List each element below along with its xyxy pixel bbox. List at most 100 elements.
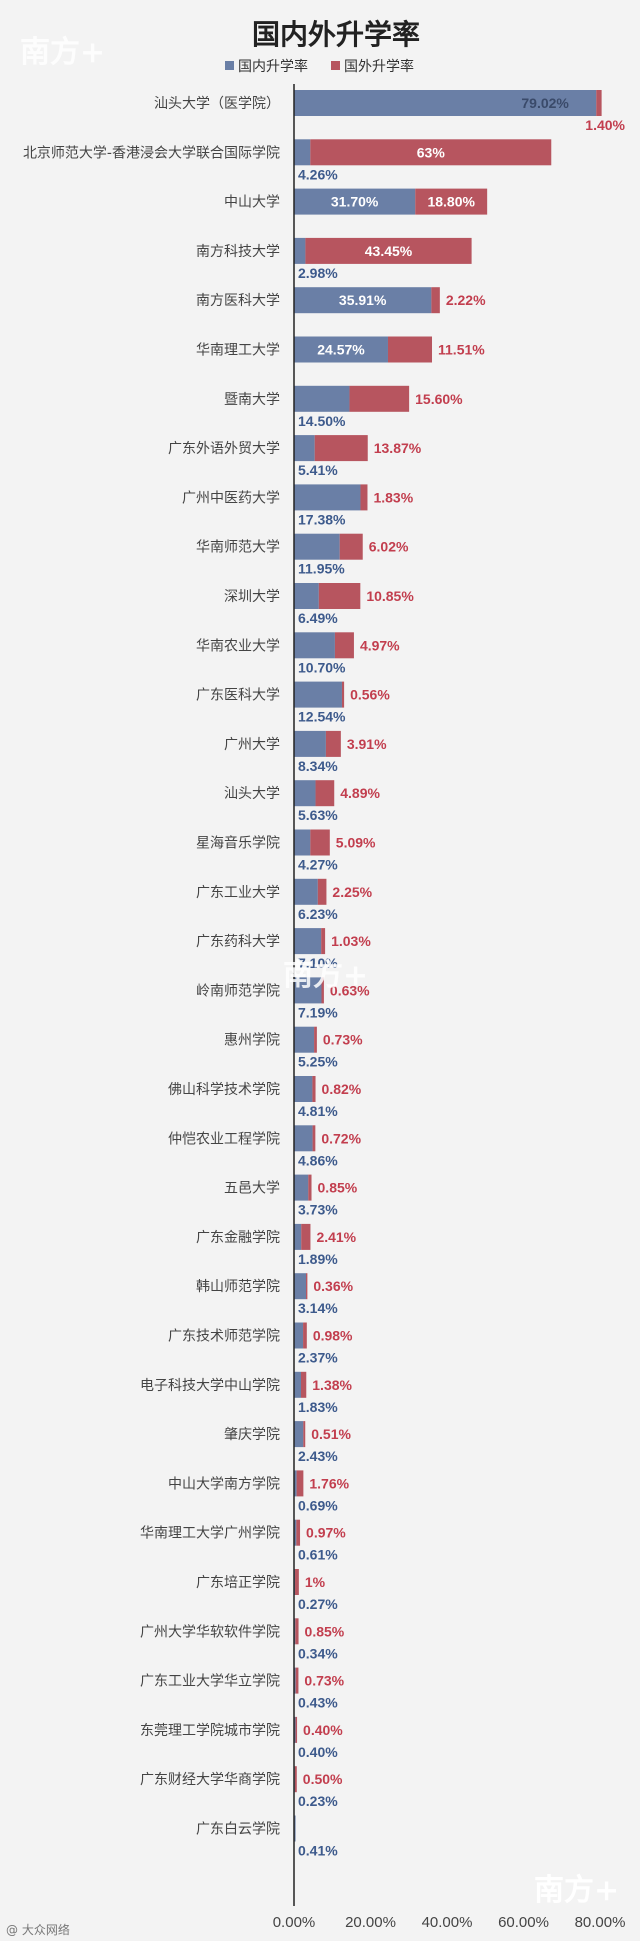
bar-domestic (294, 287, 432, 314)
label-domestic: 0.27% (298, 1596, 338, 1612)
bar-domestic (294, 484, 361, 511)
category-label: 东莞理工学院城市学院 (140, 1722, 280, 1739)
bar-foreign (349, 385, 410, 412)
label-domestic: 1.83% (298, 1399, 338, 1415)
label-foreign: 4.89% (340, 785, 380, 801)
label-foreign: 10.85% (366, 588, 414, 604)
label-domestic: 2.43% (298, 1448, 338, 1464)
label-domestic: 3.73% (298, 1202, 338, 1218)
bar-domestic (294, 237, 306, 264)
bar-foreign (295, 1667, 299, 1694)
category-label: 肇庆学院 (224, 1427, 280, 1443)
label-foreign: 18.80% (427, 194, 475, 210)
bar-domestic (294, 1815, 296, 1842)
label-foreign: 2.41% (316, 1229, 356, 1245)
legend-swatch-domestic (225, 61, 234, 70)
bar-domestic (294, 583, 319, 609)
category-label: 南方科技大学 (196, 244, 280, 260)
label-domestic: 6.49% (298, 610, 338, 626)
label-domestic: 8.34% (298, 758, 338, 774)
label-foreign: 0.98% (313, 1328, 353, 1344)
bar-foreign (308, 1174, 312, 1201)
label-domestic: 0.69% (298, 1497, 338, 1513)
category-label: 惠州学院 (224, 1033, 280, 1049)
category-label: 岭南师范学院 (196, 982, 280, 999)
bar-domestic (294, 1470, 297, 1497)
label-domestic: 79.02% (521, 95, 569, 111)
bar-domestic (294, 1667, 296, 1694)
bar-domestic (294, 1223, 302, 1250)
category-label: 中山大学 (224, 195, 280, 211)
label-domestic: 6.23% (298, 906, 338, 922)
bar-foreign (312, 1076, 316, 1102)
label-foreign: 0.73% (323, 1032, 363, 1048)
bar-foreign (334, 632, 354, 659)
category-label: 华南农业大学 (196, 638, 280, 654)
label-foreign: 6.02% (369, 539, 409, 555)
bar-domestic (294, 1026, 315, 1053)
bar-domestic (294, 1421, 304, 1448)
category-label: 星海音乐学院 (196, 835, 280, 852)
label-foreign: 0.40% (303, 1722, 343, 1738)
legend-label-foreign: 国外升学率 (344, 58, 414, 75)
bar-foreign (596, 90, 602, 116)
x-tick-label: 80.00% (575, 1914, 626, 1931)
label-foreign: 1.38% (312, 1377, 352, 1393)
x-axis-ticks: 0.00% 20.00% 40.00% 60.00% 80.00% (273, 1914, 626, 1931)
label-domestic: 0.41% (298, 1843, 338, 1859)
x-tick-label: 20.00% (345, 1914, 396, 1931)
bar-foreign (317, 878, 327, 905)
bar-foreign (295, 1716, 298, 1743)
watermark-logo-middle: 南方+ (283, 958, 368, 993)
label-domestic: 4.81% (298, 1103, 338, 1119)
category-label: 仲恺农业工程学院 (168, 1131, 280, 1147)
bar-foreign (360, 484, 368, 511)
bar-foreign (295, 1569, 299, 1595)
label-foreign: 0.51% (311, 1426, 351, 1442)
category-label: 华南师范大学 (196, 539, 280, 556)
category-label: 汕头大学 (224, 786, 280, 802)
label-foreign: 11.51% (438, 342, 485, 358)
bar-foreign (415, 188, 488, 215)
label-domestic: 17.38% (298, 511, 346, 527)
bar-foreign (301, 1223, 311, 1250)
bar-foreign (321, 977, 324, 1004)
label-domestic: 5.41% (298, 462, 338, 478)
category-label: 深圳大学 (224, 589, 280, 605)
bar-foreign (310, 829, 330, 856)
label-foreign: 63% (417, 144, 446, 160)
bar-foreign (303, 1421, 306, 1448)
category-label: 中山大学南方学院 (168, 1476, 280, 1492)
category-label: 广东外语外贸大学 (168, 441, 280, 457)
bar-domestic (294, 681, 342, 708)
label-domestic: 1.89% (298, 1251, 338, 1267)
category-label: 广州大学华软软件学院 (140, 1624, 280, 1640)
label-domestic: 3.14% (298, 1300, 338, 1316)
category-label: 佛山科学技术学院 (168, 1082, 280, 1098)
label-foreign: 43.45% (365, 243, 413, 259)
bar-foreign (314, 435, 368, 462)
category-label: 广州大学 (224, 737, 280, 753)
chart-title: 国内外升学率 (252, 18, 420, 51)
footer-credit: @ 大众网络 (6, 1922, 70, 1937)
category-label: 汕头大学（医学院） (154, 96, 280, 112)
bar-foreign (300, 1371, 307, 1398)
label-domestic: 0.40% (298, 1744, 338, 1760)
label-foreign: 0.73% (304, 1673, 344, 1689)
label-foreign: 2.25% (332, 884, 372, 900)
bar-foreign (296, 1519, 301, 1546)
bar-domestic (294, 780, 316, 807)
bar-foreign (312, 1125, 316, 1152)
label-foreign: 0.36% (313, 1278, 353, 1294)
legend-label-domestic: 国内升学率 (238, 58, 308, 75)
category-label: 广东白云学院 (196, 1822, 280, 1838)
label-foreign: 1% (305, 1574, 326, 1590)
bar-foreign (387, 336, 433, 363)
bar-foreign (325, 730, 341, 757)
category-label: 五邑大学 (224, 1181, 280, 1197)
label-domestic: 12.54% (298, 709, 346, 725)
label-foreign: 5.09% (336, 835, 376, 851)
label-domestic: 0.34% (298, 1645, 338, 1661)
category-label: 广东培正学院 (196, 1575, 280, 1591)
category-label: 南方医科大学 (196, 293, 280, 309)
